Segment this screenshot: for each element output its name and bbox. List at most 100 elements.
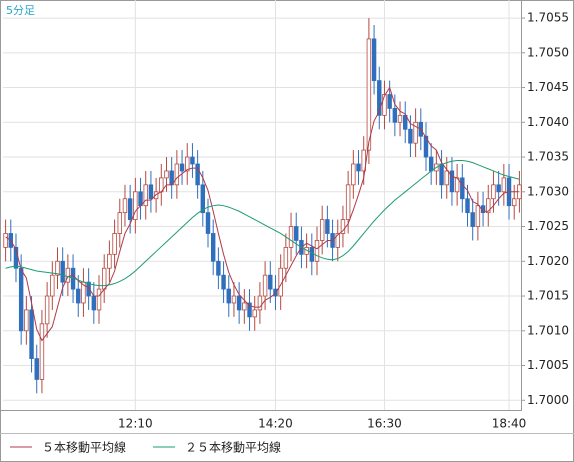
candle-body: [65, 267, 71, 283]
candle-body: [444, 170, 449, 186]
candle-body: [185, 156, 190, 172]
candle-body: [210, 233, 216, 262]
candle-body: [164, 170, 169, 179]
candle-body: [252, 309, 257, 318]
candle-body: [179, 163, 185, 172]
candle-body: [413, 121, 418, 144]
candle-body: [387, 94, 392, 109]
y-tick-label: 1.7050: [527, 45, 569, 59]
y-tick-label: 1.7025: [527, 219, 569, 233]
candle-body: [39, 323, 45, 380]
candle-body: [491, 184, 496, 200]
candle-body: [345, 184, 351, 220]
candle-body: [96, 288, 102, 311]
moving-average-line: [5, 86, 520, 342]
candle-body: [470, 212, 475, 227]
candle-body: [314, 240, 320, 262]
candle-body: [486, 198, 491, 214]
candle-body: [371, 38, 377, 82]
candle-body: [242, 302, 247, 311]
candle-body: [247, 302, 252, 318]
candle-body: [24, 309, 29, 332]
candle-body: [475, 205, 481, 227]
y-tick-label: 1.7005: [527, 358, 569, 372]
candle-body: [122, 198, 128, 214]
candle-body: [392, 108, 398, 123]
plot-area: [0, 0, 522, 411]
candle-body: [439, 163, 444, 186]
candle-body: [511, 198, 517, 207]
candle-body: [107, 253, 112, 269]
y-tick-label: 1.7045: [527, 80, 569, 94]
candle-body: [325, 219, 330, 234]
x-tick-label: 18:40: [492, 417, 527, 431]
y-tick-label: 1.7015: [527, 289, 569, 303]
candle-body: [356, 163, 361, 172]
candle-body: [257, 295, 263, 311]
candle-body: [408, 128, 413, 144]
candle-body: [195, 163, 200, 186]
candle-body: [221, 274, 226, 290]
y-tick-label: 1.7030: [527, 184, 569, 198]
candle-body: [377, 80, 382, 116]
candle-body: [117, 212, 122, 234]
candle-body: [174, 163, 180, 186]
candle-body: [226, 288, 231, 304]
candle-body: [465, 198, 470, 214]
candle-body: [366, 38, 372, 151]
y-tick-label: 1.7055: [527, 11, 569, 25]
candle-body: [3, 233, 8, 248]
candle-body: [262, 274, 268, 297]
y-tick-label: 1.7040: [527, 115, 569, 129]
candle-body: [319, 219, 325, 241]
candle-body: [216, 260, 221, 276]
candle-body: [449, 170, 455, 193]
candle-body: [91, 295, 97, 311]
candle-body: [50, 274, 55, 297]
candle-body: [133, 191, 138, 220]
x-tick-label: 14:20: [258, 417, 293, 431]
candle-body: [268, 274, 273, 290]
candle-body: [501, 177, 507, 193]
candle-body: [200, 184, 206, 214]
candle-body: [34, 358, 39, 380]
candle-body: [236, 295, 242, 311]
candle-body: [351, 163, 356, 186]
candle-body: [112, 233, 117, 255]
candle-body: [231, 295, 237, 304]
candle-body: [18, 267, 24, 332]
candle-body: [60, 260, 65, 283]
candle-body: [190, 156, 195, 165]
y-tick-label: 1.7035: [527, 150, 569, 164]
legend-label: ２５本移動平均線: [185, 440, 281, 455]
y-tick-label: 1.7010: [527, 323, 569, 337]
candle-body: [205, 212, 211, 234]
candle-body: [294, 226, 299, 241]
candle-body: [423, 135, 429, 158]
candle-body: [288, 226, 294, 248]
candle-body: [403, 114, 408, 130]
candle-body: [460, 177, 465, 200]
candle-body: [44, 295, 50, 325]
legend-label: ５本移動平均線: [42, 440, 126, 455]
y-tick-label: 1.7020: [527, 254, 569, 268]
y-tick-label: 1.7000: [527, 393, 569, 407]
candle-body: [127, 198, 133, 220]
candle-body: [86, 281, 91, 297]
candle-body: [283, 246, 289, 269]
candle-body: [397, 114, 403, 123]
x-tick-label: 12:10: [118, 417, 153, 431]
candle-body: [340, 219, 346, 234]
candle-body: [55, 260, 60, 276]
candle-body: [148, 184, 154, 200]
moving-average-line: [5, 160, 520, 287]
candle-body: [496, 184, 501, 193]
candle-body: [428, 156, 434, 172]
candle-body: [382, 94, 387, 116]
candle-body: [143, 184, 148, 207]
candle-body: [335, 233, 340, 248]
candle-body: [29, 309, 34, 359]
candle-body: [76, 288, 81, 304]
